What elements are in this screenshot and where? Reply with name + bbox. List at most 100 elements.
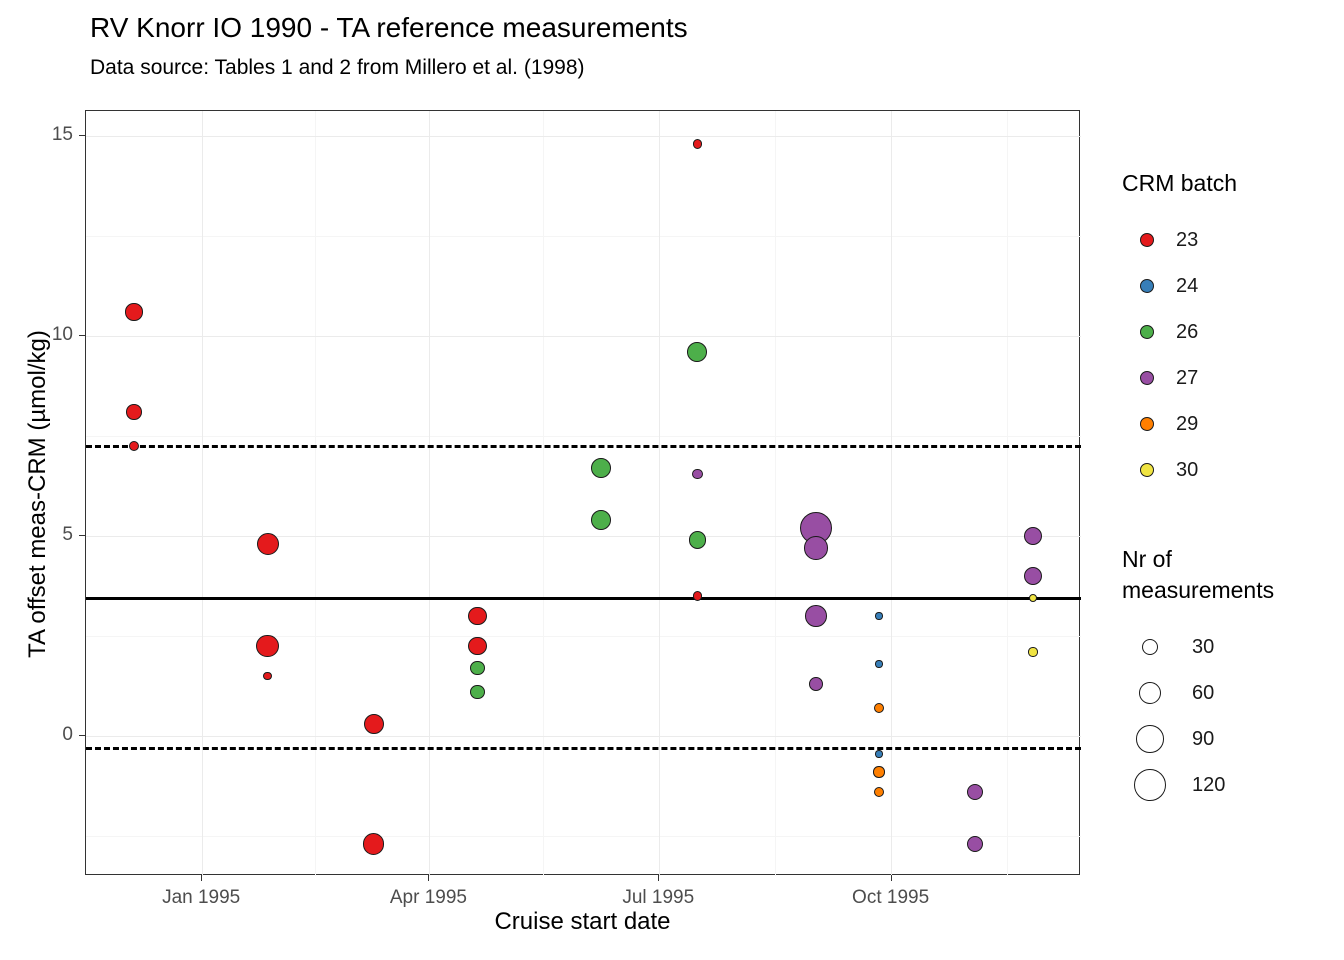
legend-color-dot xyxy=(1140,463,1154,478)
size-legend-circle-box xyxy=(1130,681,1170,705)
data-point-batch-26 xyxy=(687,342,708,362)
data-point-batch-26 xyxy=(470,684,485,700)
color-legend-entry: 27 xyxy=(1122,355,1337,401)
data-point-batch-23 xyxy=(256,532,280,556)
size-legend-circle xyxy=(1136,725,1164,753)
size-legend-entry: 120 xyxy=(1122,762,1342,808)
data-point-batch-26 xyxy=(688,531,706,549)
data-point-batch-23 xyxy=(128,440,140,452)
legend-color-dot xyxy=(1140,417,1154,432)
data-point-batch-26 xyxy=(591,458,612,478)
x-tick-mark xyxy=(890,875,892,881)
color-legend-entries: 23 24 26 27 29 30 xyxy=(1122,217,1337,493)
y-tick-mark xyxy=(79,535,85,536)
x-axis-title: Cruise start date xyxy=(494,908,671,935)
legend-entry-label: 27 xyxy=(1176,366,1199,389)
data-point-batch-23 xyxy=(467,606,487,626)
gridline-y-minor xyxy=(86,235,1081,237)
size-legend-entry: 90 xyxy=(1122,716,1342,762)
color-legend-entry: 29 xyxy=(1122,401,1337,447)
legend-entry-label: 24 xyxy=(1176,274,1199,297)
dashed-reference-line xyxy=(86,444,1081,448)
data-point-batch-23 xyxy=(467,636,487,656)
data-point-batch-27 xyxy=(1023,526,1043,546)
size-legend-circle-box xyxy=(1130,769,1170,802)
size-legend-entry: 60 xyxy=(1122,670,1342,716)
y-tick-label: 10 xyxy=(51,324,73,345)
data-point-batch-26 xyxy=(591,510,612,530)
chart-title: RV Knorr IO 1990 - TA reference measurem… xyxy=(90,12,688,43)
gridline-x-major xyxy=(658,111,660,876)
size-legend: Nr of measurements 30 60 90 120 xyxy=(1122,544,1342,808)
color-legend-entry: 30 xyxy=(1122,447,1337,493)
data-point-batch-23 xyxy=(692,139,702,149)
data-point-batch-29 xyxy=(873,702,885,714)
x-tick-mark xyxy=(428,875,430,881)
data-point-batch-27 xyxy=(966,783,984,801)
x-tick-mark xyxy=(658,875,660,881)
data-point-batch-29 xyxy=(873,766,885,778)
data-point-batch-23 xyxy=(125,303,143,321)
legend-entry-label: 30 xyxy=(1176,458,1199,481)
data-point-batch-26 xyxy=(470,660,485,676)
gridline-x-major xyxy=(428,111,430,876)
legend-entry-label: 26 xyxy=(1176,320,1199,343)
x-tick-label: Apr 1995 xyxy=(389,887,467,908)
legend-color-dot xyxy=(1140,233,1154,248)
gridline-y-minor xyxy=(86,835,1081,837)
data-point-batch-24 xyxy=(875,660,883,668)
size-legend-label: 90 xyxy=(1192,727,1215,750)
data-point-batch-24 xyxy=(875,750,883,758)
data-point-batch-23 xyxy=(692,591,702,601)
gridline-x-minor xyxy=(774,111,776,876)
plot-panel xyxy=(85,110,1081,876)
x-tick-label: Jul 1995 xyxy=(622,887,695,908)
data-point-batch-24 xyxy=(875,612,883,620)
x-tick-label: Oct 1995 xyxy=(852,887,930,908)
legend-color-dot xyxy=(1140,325,1154,340)
data-point-batch-23 xyxy=(126,404,142,420)
x-tick-mark xyxy=(201,875,203,881)
gridline-x-major xyxy=(891,111,893,876)
gridline-x-minor xyxy=(542,111,544,876)
data-point-batch-29 xyxy=(873,786,885,798)
gridline-y-major xyxy=(86,735,1081,737)
y-axis-title: TA offset meas-CRM (µmol/kg) xyxy=(24,330,51,658)
size-legend-label: 60 xyxy=(1192,681,1215,704)
data-point-batch-23 xyxy=(263,671,273,681)
y-tick-mark xyxy=(79,335,85,336)
y-tick-label: 15 xyxy=(51,124,73,145)
gridline-y-major xyxy=(86,135,1081,137)
data-point-batch-23 xyxy=(363,713,385,735)
size-legend-title: Nr of measurements xyxy=(1122,546,1275,604)
color-legend-title: CRM batch xyxy=(1122,170,1238,196)
color-legend-entry: 23 xyxy=(1122,217,1337,263)
data-point-batch-27 xyxy=(966,835,984,853)
legend-entry-label: 29 xyxy=(1176,412,1199,435)
legend-color-dot xyxy=(1140,371,1154,386)
size-legend-circle-box xyxy=(1130,639,1170,656)
gridline-x-minor xyxy=(1007,111,1009,876)
data-point-batch-30 xyxy=(1028,593,1038,603)
gridline-y-minor xyxy=(86,435,1081,437)
size-legend-label: 120 xyxy=(1192,773,1226,796)
color-legend-entry: 26 xyxy=(1122,309,1337,355)
mean-reference-line xyxy=(86,596,1081,600)
size-legend-circle xyxy=(1142,639,1158,656)
dashed-reference-line xyxy=(86,746,1081,750)
data-point-batch-27 xyxy=(1024,566,1043,585)
y-tick-mark xyxy=(79,735,85,736)
gridline-x-major xyxy=(201,111,203,876)
data-point-batch-27 xyxy=(805,605,827,627)
gridline-y-major xyxy=(86,535,1081,537)
y-tick-label: 5 xyxy=(62,524,73,545)
gridline-x-minor xyxy=(315,111,317,876)
size-legend-entry: 30 xyxy=(1122,624,1342,670)
data-point-batch-23 xyxy=(256,634,280,658)
data-point-batch-27 xyxy=(808,677,823,691)
size-legend-circle-box xyxy=(1130,725,1170,753)
color-legend-entry: 24 xyxy=(1122,263,1337,309)
legend-entry-label: 23 xyxy=(1176,228,1199,251)
gridline-y-major xyxy=(86,335,1081,337)
size-legend-label: 30 xyxy=(1192,635,1215,658)
